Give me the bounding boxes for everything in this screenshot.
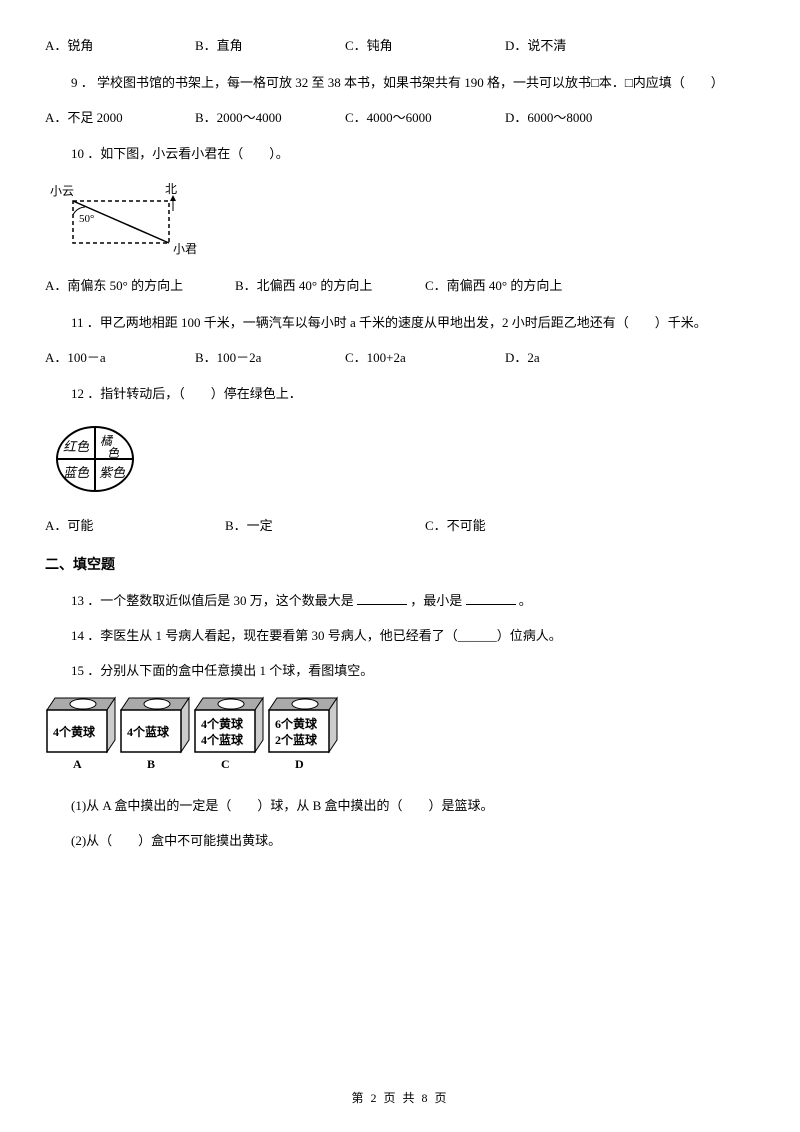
svg-text:4个黄球: 4个黄球 <box>201 716 244 731</box>
label-jun: 小君 <box>173 242 197 256</box>
q15-boxes: 4个黄球 A 4个蓝球 B 4个黄球 4个蓝球 C 6个黄 <box>45 696 755 783</box>
q10-text: 10 ．如下图，小云看小君在（ ）。 <box>45 144 755 165</box>
q8-opt-a: A．锐角 <box>45 36 195 57</box>
q8-opt-b: B．直角 <box>195 36 345 57</box>
svg-text:C: C <box>221 757 230 771</box>
q9-text: 9 ． 学校图书馆的书架上，每一格可放 32 至 38 本书，如果书架共有 19… <box>45 73 755 94</box>
q8-opt-d: D．说不清 <box>505 36 645 57</box>
q12-diagram: 红色 橘 色 蓝色 紫色 <box>45 419 755 506</box>
box-a: 4个黄球 A <box>47 698 115 771</box>
q11-opt-b: B．100－2a <box>195 348 345 369</box>
q9-opt-b: B．2000～4000 <box>195 108 345 129</box>
q8-opt-c: C．钝角 <box>345 36 505 57</box>
q9-options: A．不足 2000 B．2000～4000 C．4000～6000 D．6000… <box>45 108 755 129</box>
spinner-red: 红色 <box>63 439 90 454</box>
q9-opt-d: D．6000～8000 <box>505 108 645 129</box>
box-b: 4个蓝球 B <box>121 698 189 771</box>
q13-blank1 <box>357 592 407 605</box>
q13: 13 ．一个整数取近似值后是 30 万，这个数最大是 ，最小是 。 <box>45 591 755 612</box>
q15-p1: (1)从 A 盒中摸出的一定是（ ）球，从 B 盒中摸出的（ ）是篮球。 <box>45 796 755 817</box>
q12-opt-a: A．可能 <box>45 516 225 537</box>
svg-text:D: D <box>295 757 304 771</box>
q11-options: A．100－a B．100－2a C．100+2a D．2a <box>45 348 755 369</box>
q15-text: 15 ．分别从下面的盒中任意摸出 1 个球，看图填空。 <box>45 661 755 682</box>
svg-text:A: A <box>73 757 82 771</box>
box-d: 6个黄球 2个蓝球 D <box>269 698 337 771</box>
q11-opt-a: A．100－a <box>45 348 195 369</box>
spinner-blue: 蓝色 <box>63 465 90 480</box>
q10-diagram: 小云 北 50° 小君 <box>45 179 755 266</box>
q15-p2: (2)从（ ）盒中不可能摸出黄球。 <box>45 831 755 852</box>
q13-b: ，最小是 <box>410 593 462 608</box>
q13-blank2 <box>466 592 516 605</box>
svg-text:4个蓝球: 4个蓝球 <box>127 724 170 739</box>
q12-options: A．可能 B．一定 C．不可能 <box>45 516 755 537</box>
spinner-purple: 紫色 <box>99 465 126 480</box>
q9-opt-c: C．4000～6000 <box>345 108 505 129</box>
q12-text: 12 ．指针转动后，（ ）停在绿色上． <box>45 384 755 405</box>
svg-text:2个蓝球: 2个蓝球 <box>275 732 318 747</box>
section-2-title: 二、填空题 <box>45 555 755 577</box>
q11-text: 11 ．甲乙两地相距 100 千米，一辆汽车以每小时 a 千米的速度从甲地出发，… <box>45 313 755 334</box>
q12-opt-c: C．不可能 <box>425 516 605 537</box>
q14-text: 14 ．李医生从 1 号病人看起，现在要看第 30 号病人，他已经看了（____… <box>45 626 755 647</box>
q10-opt-b: B．北偏西 40° 的方向上 <box>235 276 425 297</box>
label-north: 北 <box>165 182 177 196</box>
svg-text:4个蓝球: 4个蓝球 <box>201 732 244 747</box>
q10-options: A．南偏东 50° 的方向上 B．北偏西 40° 的方向上 C．南偏西 40° … <box>45 276 755 297</box>
svg-text:6个黄球: 6个黄球 <box>275 716 318 731</box>
angle-label: 50° <box>79 213 94 225</box>
svg-text:色: 色 <box>107 446 120 460</box>
q11-opt-c: C．100+2a <box>345 348 505 369</box>
svg-text:B: B <box>147 757 155 771</box>
q12-opt-b: B．一定 <box>225 516 425 537</box>
q10-opt-c: C．南偏西 40° 的方向上 <box>425 276 615 297</box>
label-cloud: 小云 <box>50 184 74 198</box>
q10-opt-a: A．南偏东 50° 的方向上 <box>45 276 235 297</box>
q8-options: A．锐角 B．直角 C．钝角 D．说不清 <box>45 36 755 57</box>
q11-opt-d: D．2a <box>505 348 645 369</box>
box-c: 4个黄球 4个蓝球 C <box>195 698 263 771</box>
page-footer: 第 2 页 共 8 页 <box>0 1089 800 1108</box>
q9-opt-a: A．不足 2000 <box>45 108 195 129</box>
q13-a: 13 ．一个整数取近似值后是 30 万，这个数最大是 <box>71 593 354 608</box>
svg-text:4个黄球: 4个黄球 <box>53 724 96 739</box>
q13-c: 。 <box>519 593 532 608</box>
